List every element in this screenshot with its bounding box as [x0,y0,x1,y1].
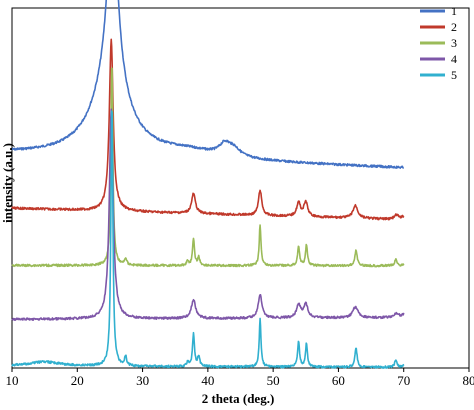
legend-label-4: 4 [451,52,457,66]
axes-layer: 10 20 30 40 50 60 70 80 [6,368,474,388]
series-line-5 [11,110,405,369]
plot-area [11,7,470,369]
x-tick-label: 60 [332,373,345,388]
legend-label-5: 5 [451,68,457,82]
x-tick-label: 70 [397,373,410,388]
series-line-4 [11,108,405,321]
x-tick-label: 20 [71,373,84,388]
legend-label-3: 3 [451,36,457,50]
series-layer [11,0,405,369]
legend-label-1: 1 [451,4,457,18]
legend-label-2: 2 [451,20,457,34]
x-axis-title: 2 theta (deg.) [202,391,275,406]
series-line-3 [11,67,405,268]
legend: 1 2 3 4 5 [420,4,457,82]
y-axis-title: intensity (a.u.) [0,143,15,223]
x-tick-label: 10 [6,373,19,388]
x-tick-label: 40 [201,373,214,388]
series-line-2 [11,38,405,221]
series-line-1 [11,0,405,170]
x-tick-label: 50 [267,373,280,388]
x-tick-label: 30 [136,373,149,388]
x-tick-label: 80 [463,373,474,388]
plot-frame [11,7,470,369]
